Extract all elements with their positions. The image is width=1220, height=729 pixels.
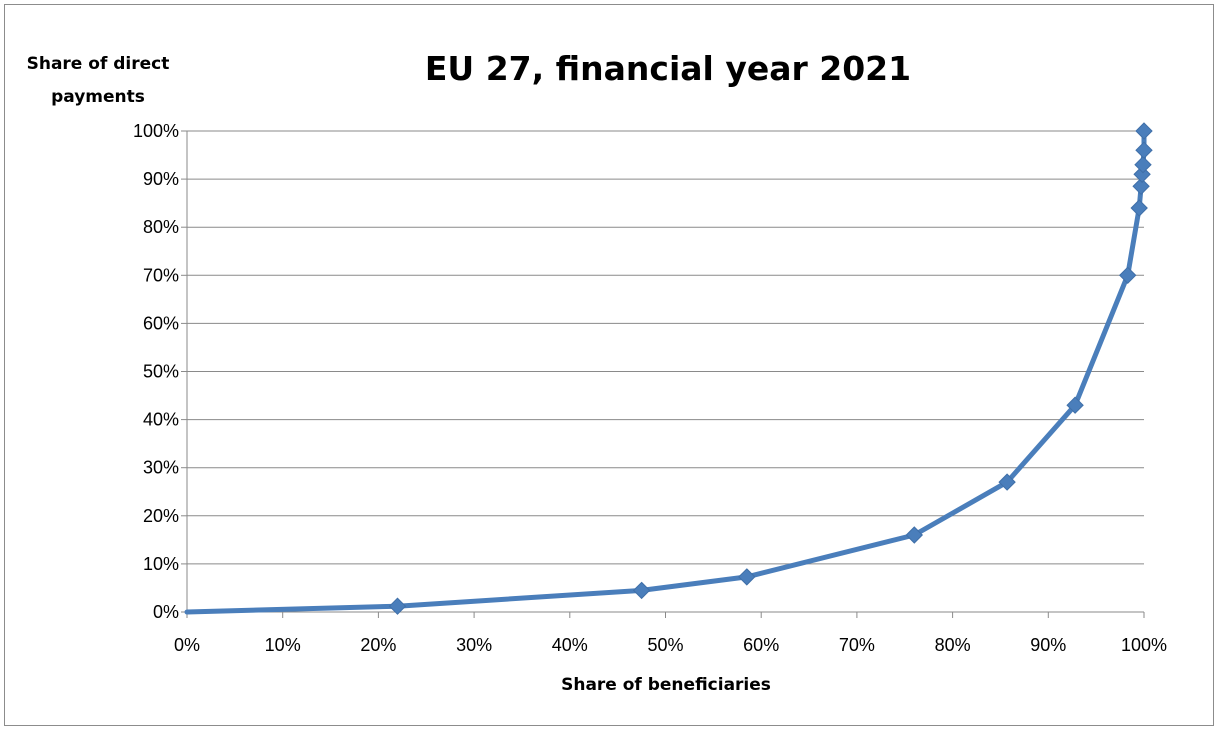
- axes: [181, 130, 1145, 618]
- data-point-marker: [388, 597, 407, 615]
- x-tick-label: 20%: [360, 635, 396, 655]
- data-point-marker: [1135, 141, 1153, 159]
- y-tick-label: 40%: [143, 410, 179, 430]
- data-point-marker: [1118, 266, 1137, 285]
- x-tick-label: 50%: [647, 635, 683, 655]
- x-tick-label: 100%: [1121, 635, 1167, 655]
- data-point-marker: [1132, 177, 1150, 196]
- y-tick-labels: 0% 10% 20% 30% 40% 50% 60% 70% 80% 90% 100%: [133, 121, 179, 622]
- x-tick-label: 80%: [935, 635, 971, 655]
- y-axis-label-line-2: payments: [51, 87, 145, 107]
- x-tick-label: 0%: [174, 635, 200, 655]
- x-tick-label: 10%: [265, 635, 301, 655]
- y-tick-label: 100%: [133, 121, 179, 141]
- y-tick-label: 10%: [143, 554, 179, 574]
- y-tick-label: 80%: [143, 217, 179, 237]
- data-point-marker: [998, 473, 1016, 491]
- x-tick-labels: 0% 10% 20% 30% 40% 50% 60% 70% 80% 90% 100%: [174, 635, 1167, 655]
- x-tick-label: 70%: [839, 635, 875, 655]
- gridlines: [187, 130, 1144, 565]
- y-tick-label: 50%: [143, 362, 179, 382]
- data-point-marker: [1066, 396, 1084, 414]
- data-point-marker: [738, 568, 756, 586]
- data-point-marker: [1134, 155, 1152, 174]
- x-tick-label: 60%: [743, 635, 779, 655]
- x-tick-label: 90%: [1030, 635, 1066, 655]
- data-point-marker: [905, 526, 924, 544]
- y-tick-label: 30%: [143, 458, 179, 478]
- data-point-marker: [1130, 199, 1148, 217]
- y-tick-label: 90%: [143, 169, 179, 189]
- y-axis-label-line-1: Share of direct: [27, 54, 170, 74]
- chart-frame: [4, 4, 1214, 726]
- data-point-marker: [1135, 122, 1153, 140]
- y-tick-label: 20%: [143, 506, 179, 526]
- x-tick-label: 30%: [456, 635, 492, 655]
- y-tick-label: 70%: [143, 265, 179, 285]
- chart-title: EU 27, financial year 2021: [425, 49, 911, 88]
- series: [184, 122, 1153, 615]
- data-point-marker: [632, 581, 651, 600]
- y-tick-label: 0%: [153, 602, 179, 622]
- y-tick-label: 60%: [143, 313, 179, 333]
- x-axis-label: Share of beneficiaries: [561, 675, 771, 695]
- x-tick-label: 40%: [552, 635, 588, 655]
